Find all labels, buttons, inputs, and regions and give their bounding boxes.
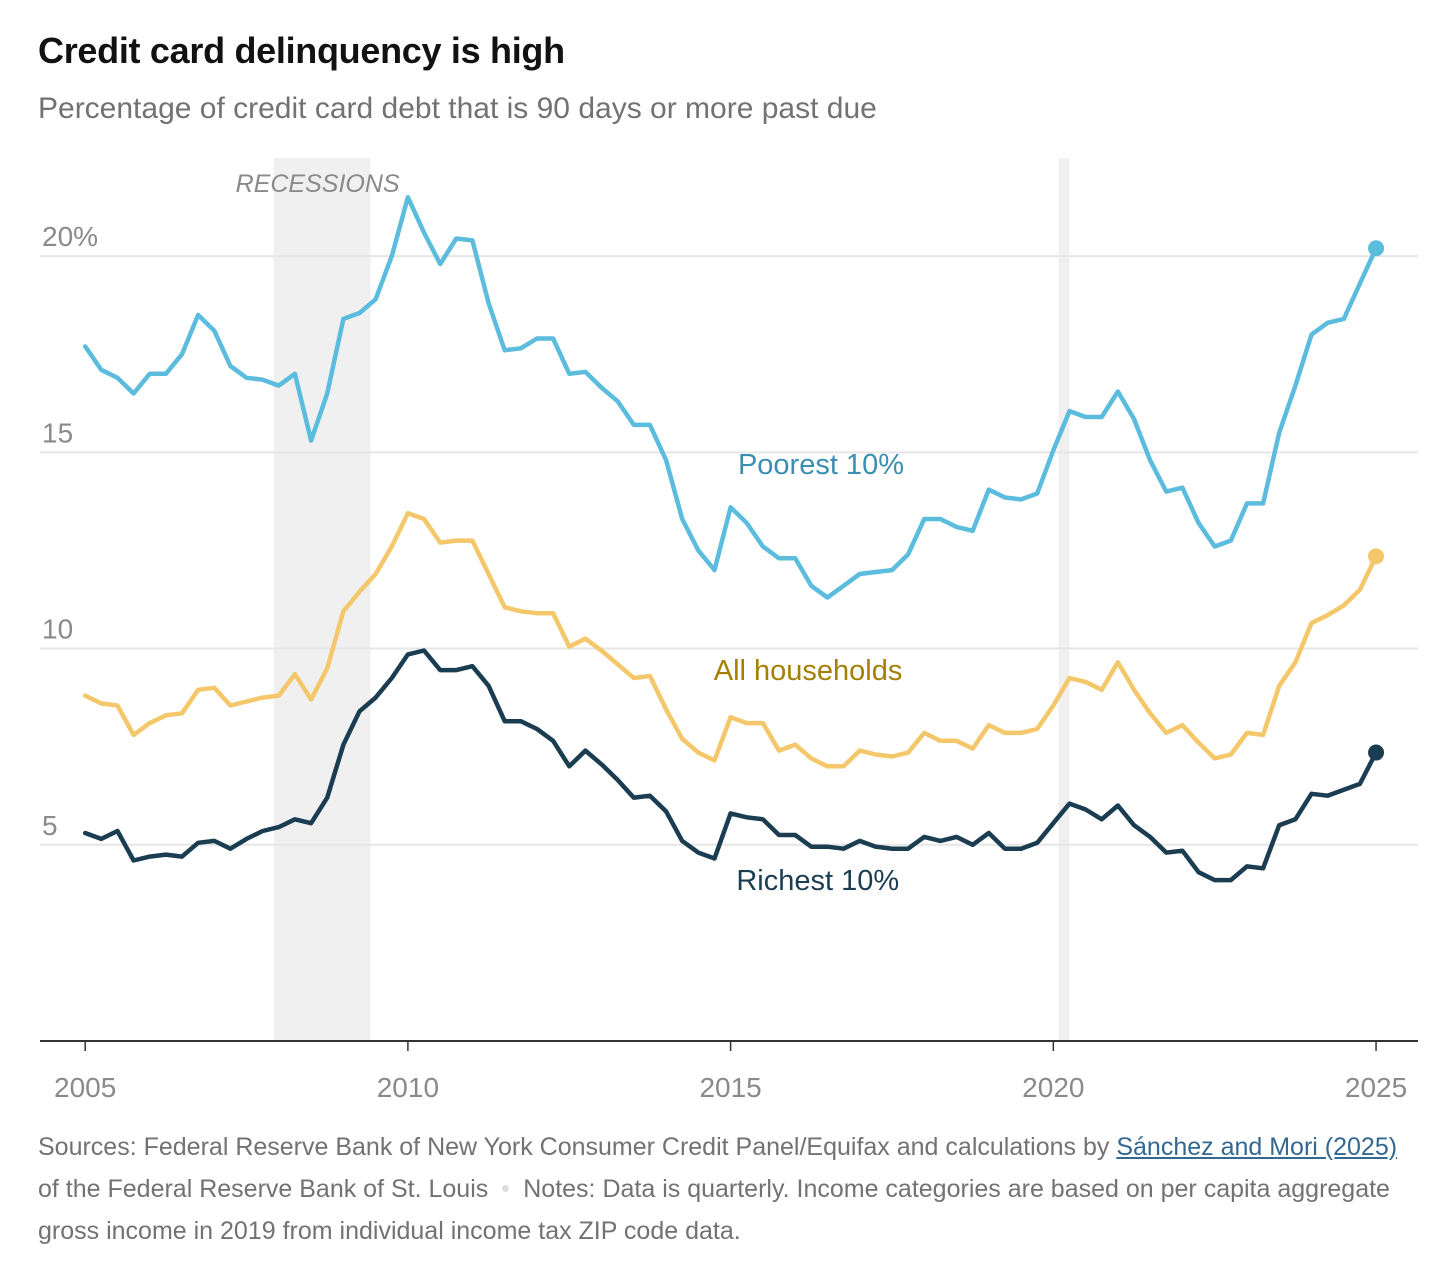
x-tick-label: 2020 — [1022, 1072, 1084, 1103]
x-tick-label: 2025 — [1345, 1072, 1407, 1103]
series-label: Poorest 10% — [738, 449, 904, 481]
y-gridlines — [40, 255, 1418, 846]
chart-subtitle: Percentage of credit card debt that is 9… — [38, 92, 877, 125]
series-label: All households — [714, 655, 903, 687]
sources-suffix: of the Federal Reserve Bank of St. Louis — [38, 1175, 489, 1203]
recession-label: RECESSIONS — [236, 170, 400, 198]
x-tick-label: 2015 — [699, 1072, 761, 1103]
y-tick-label: 15 — [42, 417, 73, 448]
x-tick-label: 2005 — [54, 1072, 116, 1103]
recession-bands: RECESSIONS — [236, 158, 1070, 1041]
recession-band-2 — [1058, 158, 1070, 1041]
series-labels: Poorest 10% All households Richest 10% — [714, 449, 904, 897]
sources-link[interactable]: Sánchez and Mori (2025) — [1116, 1133, 1398, 1161]
notes-text: Notes: Data is quarterly. Income categor… — [38, 1175, 1390, 1245]
chart-title: Credit card delinquency is high — [38, 30, 565, 71]
line-chart: RECESSIONS 5 10 15 20% 2005 2010 2015 2020 2025… — [40, 158, 1418, 1103]
series-line-poorest — [82, 194, 1379, 600]
x-axis — [40, 1040, 1418, 1051]
separator-dot — [502, 1184, 510, 1192]
x-tick-label: 2010 — [377, 1072, 439, 1103]
y-tick-labels: 5 10 15 20% — [42, 221, 98, 841]
y-tick-label: 10 — [42, 614, 73, 645]
x-tick-labels: 2005 2010 2015 2020 2025 — [54, 1072, 1407, 1103]
sources-text: Sources: Federal Reserve Bank of New Yor… — [38, 1133, 1117, 1161]
chart-footer: Sources: Federal Reserve Bank of New Yor… — [38, 1126, 1418, 1252]
series-endpoint-all — [1368, 548, 1385, 565]
series-label: Richest 10% — [736, 865, 899, 897]
y-tick-label: 20% — [42, 221, 98, 252]
y-tick-label: 5 — [42, 810, 58, 841]
series-line-richest — [82, 648, 1379, 883]
series-line-all — [82, 510, 1379, 769]
series-endpoint-richest — [1368, 744, 1385, 761]
series-endpoint-poorest — [1368, 240, 1385, 257]
series-lines — [82, 194, 1385, 883]
